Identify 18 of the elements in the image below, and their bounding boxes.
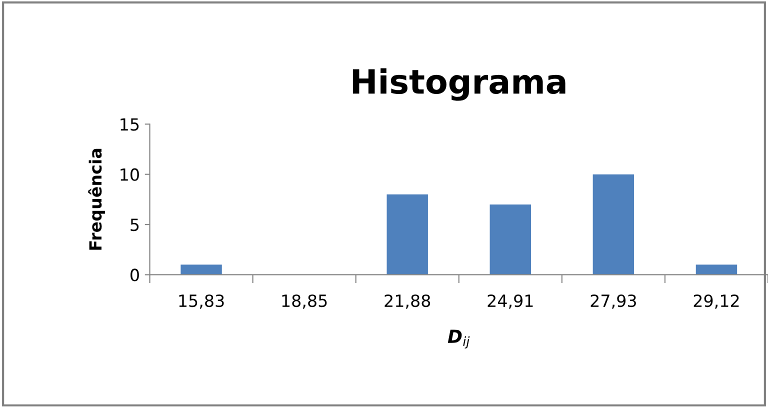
- bar: [180, 264, 222, 275]
- y-tick-label: 10: [120, 168, 139, 181]
- x-tick-label: 27,93: [590, 294, 636, 309]
- x-tick-label: 29,12: [694, 294, 739, 309]
- x-axis-title: D$_{ij}$: [448, 330, 470, 348]
- y-tick-label: 0: [130, 268, 139, 282]
- bar: [592, 174, 634, 275]
- x-tick-label: 18,85: [282, 294, 327, 309]
- y-tick-label: 15: [120, 118, 139, 131]
- bar: [386, 194, 428, 275]
- x-tick-label: 21,88: [384, 294, 430, 309]
- y-tick-label: 5: [130, 218, 139, 232]
- chart-title: Histograma: [352, 68, 566, 101]
- x-tick-label: 24,91: [488, 294, 533, 309]
- bar: [490, 204, 532, 275]
- x-tick-label: 15,83: [179, 294, 224, 309]
- y-axis-title: Frequência: [88, 148, 105, 250]
- bar: [696, 264, 738, 275]
